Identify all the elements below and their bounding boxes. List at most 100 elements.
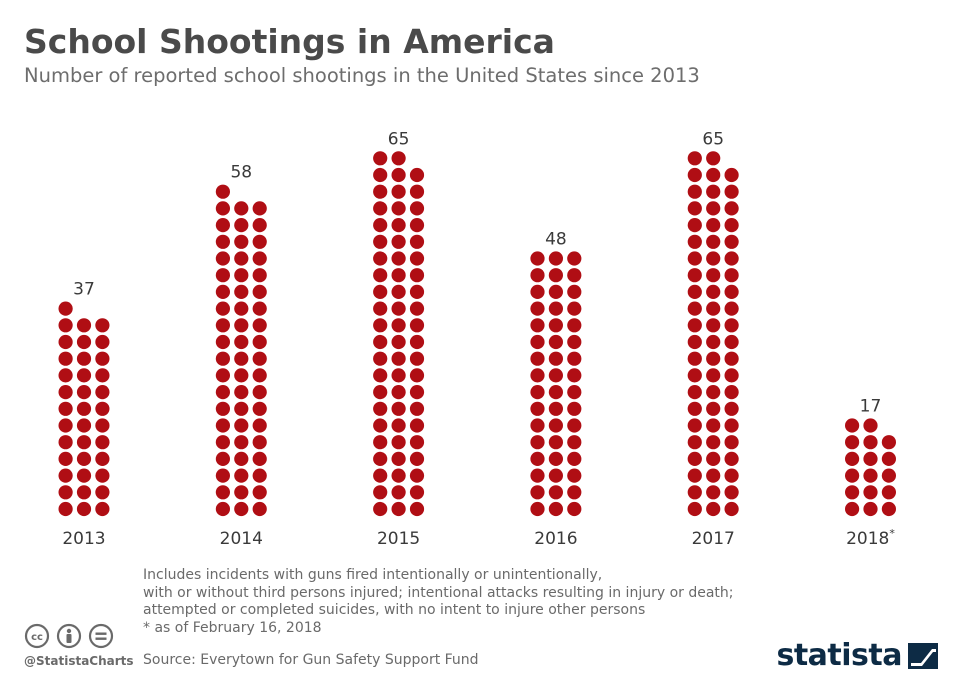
dot [234, 234, 249, 249]
statista-handle: @StatistaCharts [24, 654, 134, 668]
dot [548, 501, 564, 517]
dot [530, 501, 545, 517]
dot [567, 485, 582, 500]
logo-wordmark: statista [776, 638, 902, 673]
tick-label: 2015 [377, 529, 420, 549]
dot [409, 401, 425, 416]
dot [863, 468, 878, 483]
dot [391, 234, 406, 249]
source-text: Source: Everytown for Gun Safety Support… [143, 652, 479, 668]
dot [530, 351, 545, 366]
tick-label: 2013 [62, 529, 105, 549]
dot [548, 451, 564, 466]
note-line: Includes incidents with guns fired inten… [143, 567, 603, 583]
dot [724, 401, 739, 416]
bar-2017 [687, 151, 739, 517]
dot [706, 485, 721, 500]
dot [845, 468, 860, 483]
dot [76, 451, 92, 466]
dot [567, 284, 582, 299]
dot [215, 385, 230, 400]
dot [234, 218, 249, 233]
dot [687, 401, 702, 416]
dot [58, 468, 73, 483]
dot [252, 318, 267, 333]
dot [548, 368, 564, 383]
value-label: 48 [545, 230, 567, 250]
dot [548, 334, 564, 350]
dot [391, 184, 406, 199]
dot [567, 418, 582, 433]
dot [391, 451, 406, 466]
dot [373, 234, 388, 249]
dot [373, 284, 388, 299]
dot [567, 318, 582, 333]
chart-title: School Shootings in America [24, 22, 555, 61]
dot [881, 501, 897, 517]
dot [373, 218, 388, 233]
dot [724, 485, 739, 500]
dot [409, 301, 425, 316]
tick-label: 2014 [220, 529, 263, 549]
dot [706, 501, 721, 517]
dot [252, 351, 267, 366]
dot [252, 218, 267, 233]
dot [548, 418, 564, 433]
dot [373, 251, 388, 266]
dot [215, 485, 230, 500]
tick-label: 2016 [534, 529, 577, 549]
dot [706, 385, 721, 400]
dot [95, 418, 110, 433]
dot [234, 318, 249, 333]
dot [567, 368, 582, 383]
dot [687, 234, 702, 249]
dot [409, 184, 425, 199]
statista-logo[interactable]: statista [776, 638, 938, 674]
dot [724, 418, 739, 433]
dot [234, 435, 249, 450]
dot [687, 284, 702, 299]
dot [548, 468, 564, 483]
bar-2018 [845, 418, 897, 517]
dot [687, 167, 702, 183]
nd-icon [88, 623, 114, 649]
dot [530, 368, 545, 383]
dot [373, 184, 388, 199]
dot [58, 451, 73, 466]
dot [373, 268, 388, 283]
dot [373, 485, 388, 500]
dot [215, 301, 230, 316]
dot [373, 167, 388, 183]
bar-2014 [215, 184, 267, 517]
dot [706, 284, 721, 299]
dot [234, 284, 249, 299]
dot [548, 268, 564, 283]
dot [252, 435, 267, 450]
dot [845, 418, 860, 433]
dot [687, 184, 702, 199]
dot [373, 151, 388, 166]
dot [687, 334, 702, 350]
dot [391, 368, 406, 383]
dot [706, 234, 721, 249]
dot [881, 435, 897, 450]
dot [58, 318, 73, 333]
dot [234, 485, 249, 500]
dot [234, 351, 249, 366]
dot [530, 284, 545, 299]
dot [58, 435, 73, 450]
dot [215, 368, 230, 383]
dot [391, 468, 406, 483]
dot [215, 284, 230, 299]
dot [234, 451, 249, 466]
dot [373, 201, 388, 216]
dot [252, 301, 267, 316]
dot [567, 451, 582, 466]
dot [548, 385, 564, 400]
dot [530, 385, 545, 400]
dot [409, 167, 425, 183]
dot [409, 334, 425, 350]
dot [95, 385, 110, 400]
dot [373, 318, 388, 333]
dot [215, 268, 230, 283]
